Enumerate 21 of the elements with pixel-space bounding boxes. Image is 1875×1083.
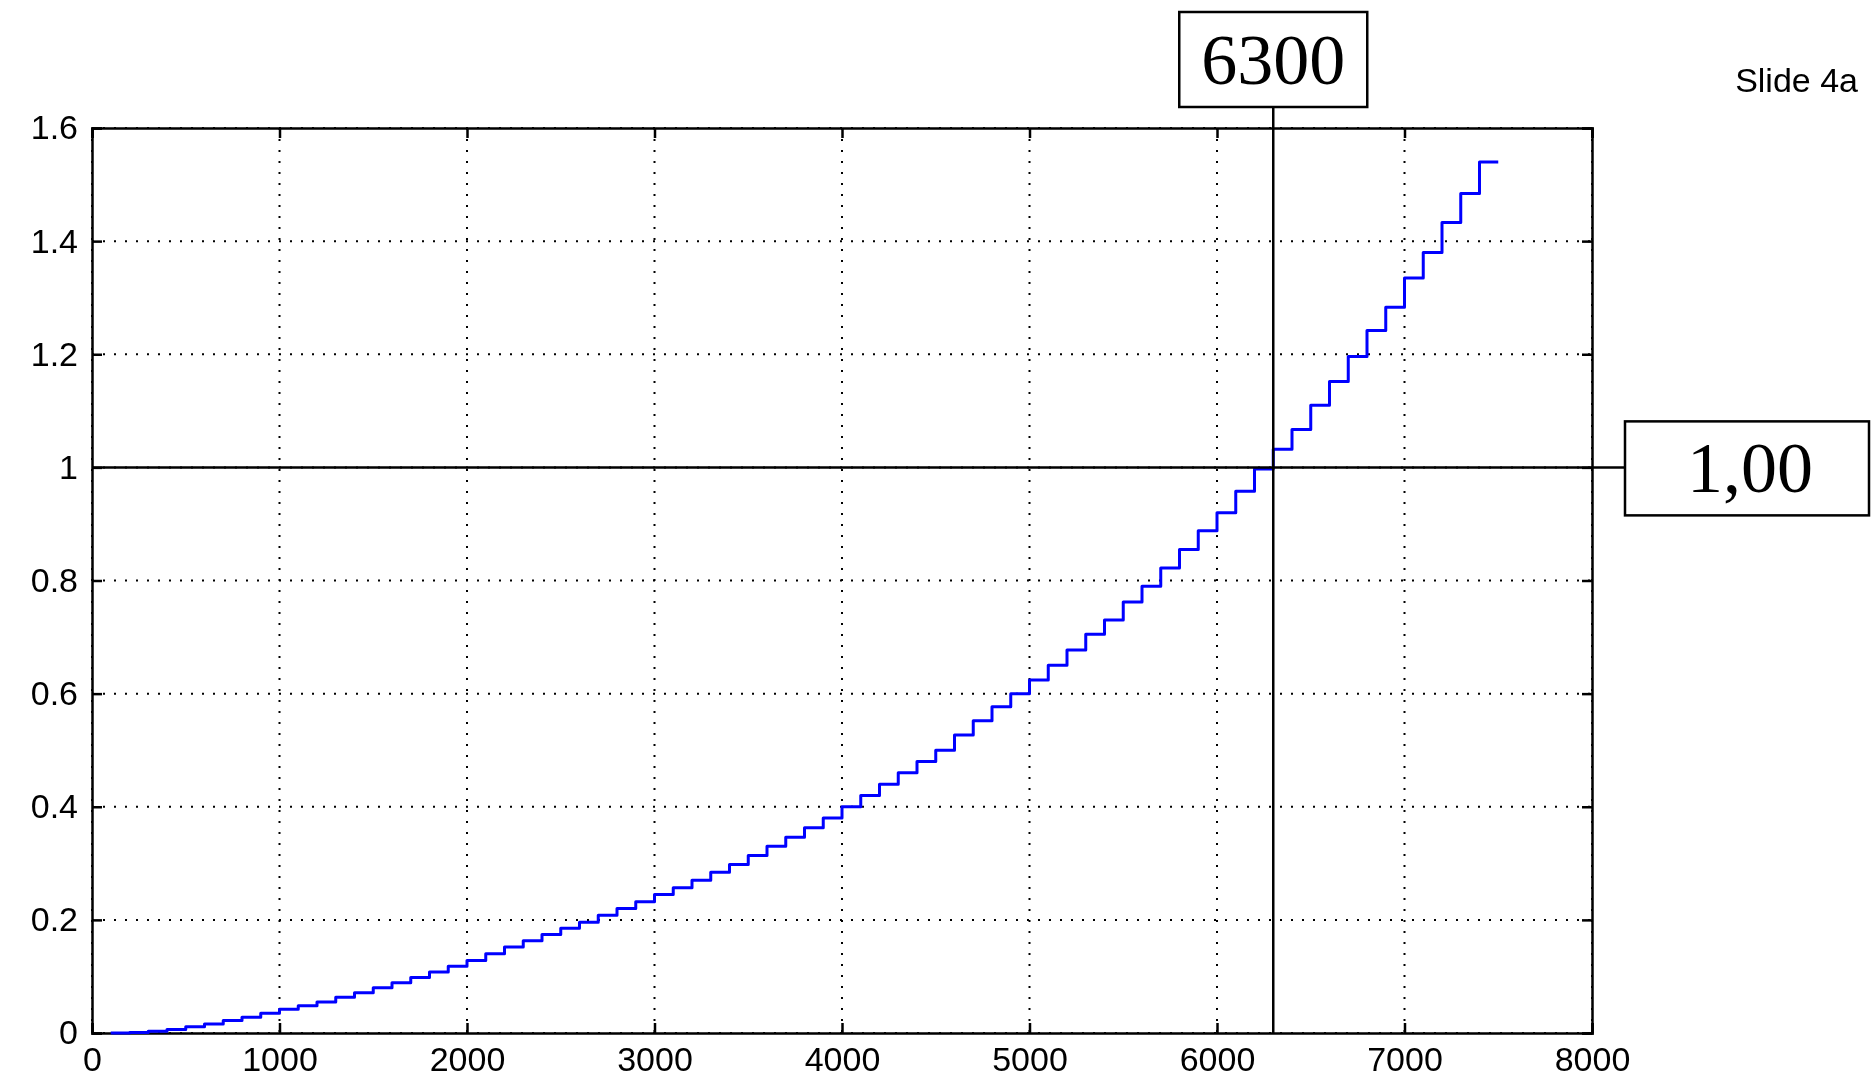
text: Slide 4a: [1735, 61, 1859, 99]
x-tick-label: 1000: [242, 1040, 318, 1079]
y-tick-label: 1.2: [30, 334, 78, 373]
y-tick-label: 0.4: [30, 787, 78, 826]
y-tick-label: 0.6: [30, 674, 78, 713]
ref-line-label: 1,00: [1687, 428, 1813, 509]
y-tick-label: 1: [59, 447, 78, 486]
y-tick-label: 0.2: [30, 900, 78, 939]
x-tick-label: 0: [83, 1040, 102, 1079]
x-tick-label: 2000: [429, 1040, 506, 1079]
y-tick-label: 1.4: [30, 221, 78, 260]
x-tick-label: 5000: [992, 1040, 1068, 1079]
x-tick-label: 7000: [1367, 1040, 1443, 1079]
x-tick-label: 3000: [617, 1040, 693, 1079]
x-tick-label: 4000: [804, 1040, 881, 1079]
ref-line-label: 6300: [1201, 20, 1346, 100]
y-tick-label: 1.6: [30, 108, 78, 147]
x-tick-label: 6000: [1179, 1040, 1256, 1079]
x-tick-label: 8000: [1554, 1040, 1631, 1079]
y-tick-label: 0.8: [30, 560, 78, 599]
y-tick-label: 0: [59, 1013, 78, 1052]
